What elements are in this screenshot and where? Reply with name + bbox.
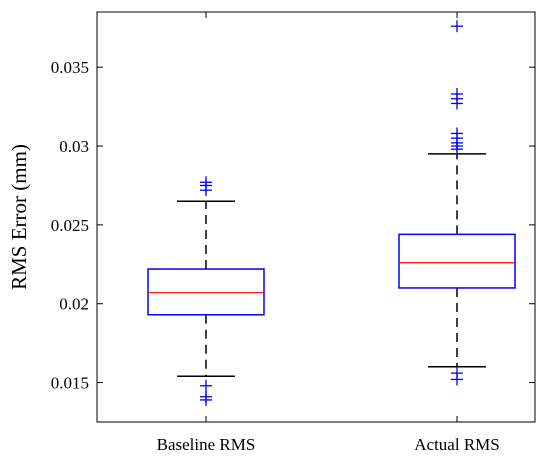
outlier-marker xyxy=(451,97,463,110)
x-tick-label: Baseline RMS xyxy=(157,435,256,454)
plot-area xyxy=(96,11,536,423)
outlier-marker xyxy=(451,373,463,386)
outlier-marker xyxy=(451,143,463,156)
chart-marks xyxy=(147,20,516,406)
y-tick-label: 0.025 xyxy=(51,216,89,235)
box-group xyxy=(398,20,516,386)
y-axis-label: RMS Error (mm) xyxy=(7,144,31,290)
x-axis: Baseline RMS Actual RMS xyxy=(157,12,500,454)
y-tick-label: 0.035 xyxy=(51,58,89,77)
y-tick-label: 0.015 xyxy=(51,374,89,393)
box-group xyxy=(147,176,265,406)
outlier-marker xyxy=(200,184,212,197)
y-axis: 0.015 0.02 0.025 0.03 0.035 xyxy=(51,58,535,393)
box-iqr xyxy=(398,233,516,289)
box-iqr xyxy=(147,268,265,316)
y-tick-label: 0.02 xyxy=(59,295,89,314)
y-tick-label: 0.03 xyxy=(59,137,89,156)
outlier-marker xyxy=(451,20,463,33)
outlier-marker xyxy=(200,379,212,392)
x-tick-label: Actual RMS xyxy=(414,435,499,454)
outlier-marker xyxy=(200,393,212,406)
